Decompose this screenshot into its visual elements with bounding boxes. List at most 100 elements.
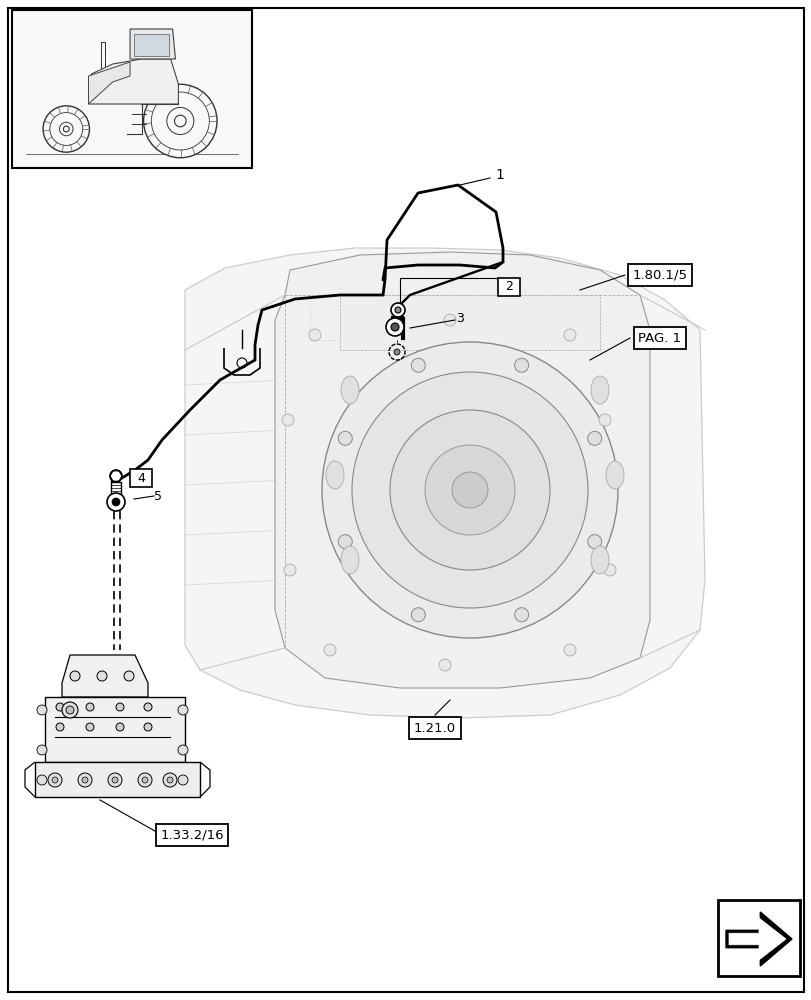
Polygon shape <box>88 59 178 104</box>
Circle shape <box>439 659 450 671</box>
Circle shape <box>424 445 514 535</box>
Ellipse shape <box>341 376 358 404</box>
Circle shape <box>108 773 122 787</box>
Circle shape <box>514 608 528 622</box>
Circle shape <box>52 777 58 783</box>
Circle shape <box>389 410 549 570</box>
Text: 3: 3 <box>456 312 463 324</box>
Polygon shape <box>725 912 791 966</box>
Polygon shape <box>134 34 169 56</box>
Circle shape <box>178 745 188 755</box>
Text: 5: 5 <box>154 489 162 502</box>
Text: 1.21.0: 1.21.0 <box>414 722 456 734</box>
Text: 1.80.1/5: 1.80.1/5 <box>632 268 687 282</box>
Polygon shape <box>62 655 148 697</box>
Bar <box>497 278 519 296</box>
Text: 4: 4 <box>137 472 144 485</box>
Circle shape <box>385 318 404 336</box>
Bar <box>111 482 121 498</box>
Circle shape <box>178 705 188 715</box>
Circle shape <box>112 498 120 506</box>
Circle shape <box>48 773 62 787</box>
Circle shape <box>37 705 47 715</box>
Circle shape <box>37 775 47 785</box>
Ellipse shape <box>325 461 344 489</box>
Circle shape <box>78 773 92 787</box>
Circle shape <box>49 113 83 145</box>
Circle shape <box>178 775 188 785</box>
Circle shape <box>587 535 601 549</box>
Circle shape <box>587 431 601 445</box>
Circle shape <box>144 84 217 158</box>
Circle shape <box>514 358 528 372</box>
Circle shape <box>564 329 575 341</box>
Circle shape <box>142 777 148 783</box>
Bar <box>12 10 251 168</box>
Ellipse shape <box>590 376 608 404</box>
Bar <box>340 295 599 350</box>
Bar <box>35 762 200 797</box>
Circle shape <box>124 671 134 681</box>
Circle shape <box>82 777 88 783</box>
Text: 1.33.2/16: 1.33.2/16 <box>160 828 224 841</box>
Bar <box>45 697 185 762</box>
Circle shape <box>391 323 398 331</box>
Circle shape <box>322 342 617 638</box>
Circle shape <box>391 303 405 317</box>
Circle shape <box>144 723 152 731</box>
Circle shape <box>86 703 94 711</box>
Circle shape <box>37 745 47 755</box>
Circle shape <box>564 644 575 656</box>
Ellipse shape <box>605 461 623 489</box>
Circle shape <box>86 723 94 731</box>
Bar <box>130 469 152 487</box>
Circle shape <box>107 493 125 511</box>
Polygon shape <box>185 248 704 718</box>
Circle shape <box>281 414 294 426</box>
Circle shape <box>284 564 296 576</box>
Circle shape <box>338 431 352 445</box>
Circle shape <box>174 115 186 127</box>
Circle shape <box>452 472 487 508</box>
Circle shape <box>70 671 80 681</box>
Circle shape <box>351 372 587 608</box>
Circle shape <box>338 535 352 549</box>
Circle shape <box>62 702 78 718</box>
Circle shape <box>444 314 456 326</box>
Polygon shape <box>130 29 175 59</box>
Circle shape <box>112 777 118 783</box>
Text: PAG. 1: PAG. 1 <box>637 332 680 344</box>
Polygon shape <box>88 62 130 104</box>
Circle shape <box>393 349 400 355</box>
Polygon shape <box>275 252 649 688</box>
Circle shape <box>166 107 194 135</box>
Circle shape <box>144 703 152 711</box>
Circle shape <box>63 126 69 132</box>
Circle shape <box>151 92 209 150</box>
Circle shape <box>116 723 124 731</box>
Text: 1: 1 <box>495 168 504 182</box>
Circle shape <box>56 703 64 711</box>
Circle shape <box>324 644 336 656</box>
Circle shape <box>411 608 425 622</box>
Circle shape <box>59 122 73 136</box>
Circle shape <box>116 703 124 711</box>
Circle shape <box>163 773 177 787</box>
Circle shape <box>138 773 152 787</box>
Bar <box>717 900 799 976</box>
Circle shape <box>603 564 616 576</box>
Circle shape <box>411 358 425 372</box>
Circle shape <box>56 723 64 731</box>
Circle shape <box>109 470 122 482</box>
Circle shape <box>66 706 74 714</box>
Text: 2: 2 <box>504 280 513 294</box>
Circle shape <box>167 777 173 783</box>
Polygon shape <box>728 918 785 960</box>
Circle shape <box>309 329 320 341</box>
Circle shape <box>43 106 89 152</box>
Ellipse shape <box>590 546 608 574</box>
Circle shape <box>599 414 610 426</box>
Circle shape <box>394 307 401 313</box>
Circle shape <box>97 671 107 681</box>
Ellipse shape <box>341 546 358 574</box>
